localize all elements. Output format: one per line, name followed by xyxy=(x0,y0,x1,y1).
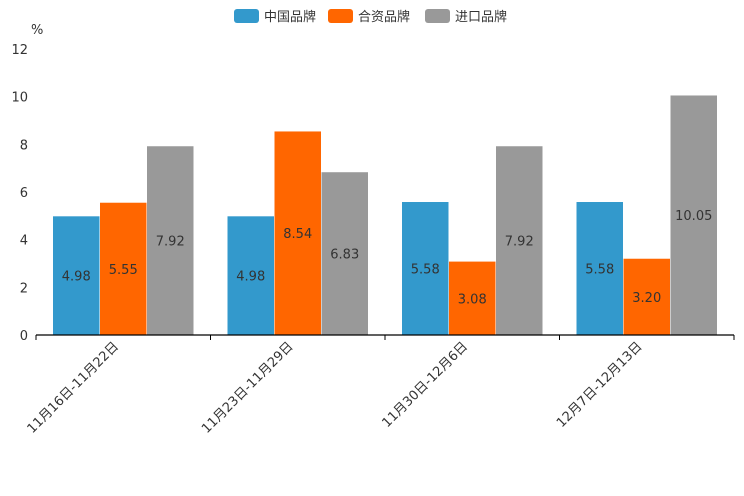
bar-2-3[interactable] xyxy=(449,261,496,335)
y-tick-label: 6 xyxy=(20,186,28,201)
bar-3-3[interactable] xyxy=(496,146,543,335)
y-tick-label: 4 xyxy=(20,234,28,249)
data-label: 7.92 xyxy=(505,235,534,250)
bar-2-4[interactable] xyxy=(623,258,671,335)
bar-2-2[interactable] xyxy=(274,131,322,335)
data-label: 8.54 xyxy=(283,227,312,242)
legend-swatch-3[interactable] xyxy=(425,9,450,23)
legend-swatch-2[interactable] xyxy=(328,9,353,23)
data-label: 4.98 xyxy=(62,270,91,285)
bars xyxy=(53,95,717,335)
y-tick-label: 2 xyxy=(20,281,28,296)
legend-label-2: 合资品牌 xyxy=(358,9,410,25)
legend-label-3: 进口品牌 xyxy=(455,9,507,25)
data-labels: 4.98 5.55 7.92 4.98 8.54 6.83 5.58 3.08 7.92 5.58… xyxy=(62,209,713,307)
bar-1-1[interactable] xyxy=(53,216,100,335)
bar-1-2[interactable] xyxy=(227,216,275,335)
bar-1-3[interactable] xyxy=(402,202,449,335)
data-label: 7.92 xyxy=(156,235,185,250)
x-category-label: 11月30日-12月6日 xyxy=(379,339,471,431)
x-category-label: 12月7日-12月13日 xyxy=(554,339,646,431)
y-axis-unit-label: % xyxy=(31,23,43,38)
data-label: 3.20 xyxy=(632,291,661,306)
data-label: 10.05 xyxy=(675,209,712,224)
data-label: 5.58 xyxy=(411,263,440,278)
bar-2-1[interactable] xyxy=(100,202,147,335)
y-tick-label: 10 xyxy=(11,91,28,106)
data-label: 3.08 xyxy=(458,292,487,307)
data-label: 6.83 xyxy=(330,248,359,263)
bar-3-4[interactable] xyxy=(670,95,718,335)
x-category-label: 11月16日-11月22日 xyxy=(25,339,122,436)
y-axis: 0 2 4 6 8 10 12 xyxy=(11,43,28,344)
x-axis: 11月16日-11月22日 11月23日-11月29日 11月30日-12月6日 12… xyxy=(25,334,735,437)
legend: 中国品牌 合资品牌 进口品牌 xyxy=(234,9,507,25)
y-tick-label: 8 xyxy=(20,138,28,153)
data-label: 4.98 xyxy=(236,270,265,285)
data-label: 5.55 xyxy=(109,263,138,278)
y-tick-label: 12 xyxy=(11,43,28,58)
data-label: 5.58 xyxy=(585,263,614,278)
legend-label-1: 中国品牌 xyxy=(264,9,316,25)
legend-swatch-1[interactable] xyxy=(234,9,259,23)
y-tick-label: 0 xyxy=(20,329,28,344)
bar-3-1[interactable] xyxy=(147,146,194,335)
bar-1-4[interactable] xyxy=(576,202,624,335)
bar-3-2[interactable] xyxy=(321,172,369,335)
x-category-label: 11月23日-11月29日 xyxy=(199,339,296,436)
